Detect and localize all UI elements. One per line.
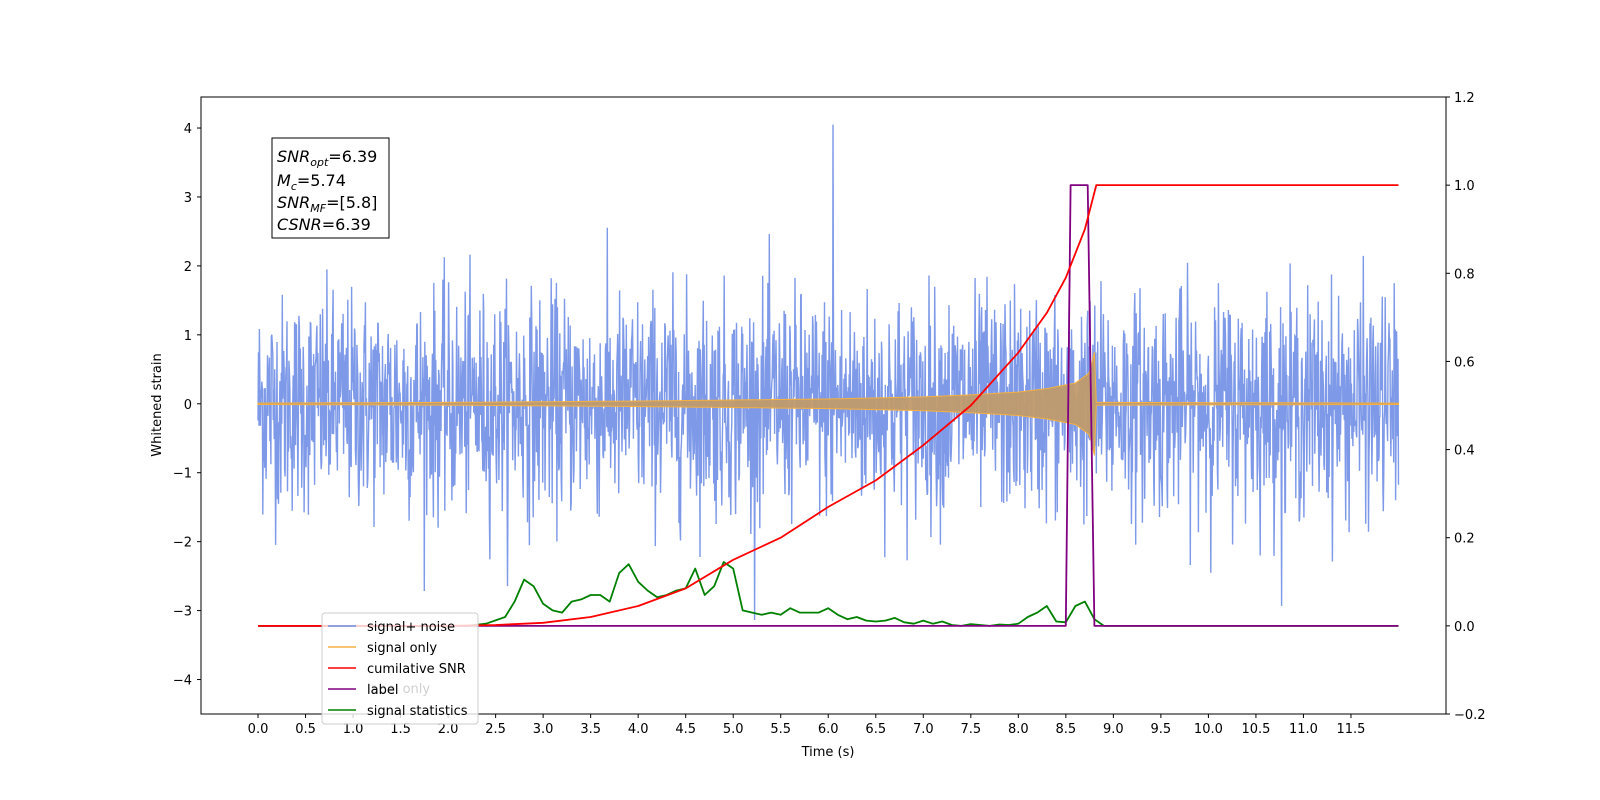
x-tick-label: 10.0	[1194, 722, 1223, 737]
signal-only-line	[257, 351, 1399, 456]
legend-entry-label: label	[328, 683, 398, 698]
legend-entry-signal-noise: signal+ noise	[328, 620, 455, 635]
x-tick-label: 5.0	[723, 722, 744, 737]
y-tick-label: 2	[184, 260, 192, 275]
x-tick-label: 4.5	[675, 722, 696, 737]
info-mc-sub: c	[291, 180, 297, 193]
legend-frame	[321, 612, 479, 725]
legend-label-label: label	[367, 683, 398, 698]
info-csnr-value: =6.39	[322, 215, 371, 234]
y2-tick-label: 0.0	[1454, 620, 1475, 635]
signal-statistics-line	[258, 561, 1399, 627]
info-mc-value: =5.74	[297, 171, 346, 190]
info-snr-opt-sub: opt	[310, 156, 329, 169]
y2-tick-label: 0.6	[1454, 355, 1475, 370]
info-snr-opt: SNRopt=6.39	[277, 147, 377, 169]
legend-label-signal-only: signal only	[367, 641, 437, 656]
info-csnr: CSNR=6.39	[277, 215, 371, 234]
x-tick-label: 6.5	[865, 722, 886, 737]
legend: label only signal+ noise signal only cum…	[321, 612, 479, 725]
x-tick-label: 6.0	[818, 722, 839, 737]
x-axis-label: Time (s)	[801, 745, 855, 760]
legend-label-signal-noise: signal+ noise	[367, 620, 455, 635]
label-line	[258, 184, 1399, 627]
plot-area	[257, 124, 1400, 627]
y-tick-label: −3	[173, 605, 192, 620]
info-csnr-base: CSNR	[277, 215, 322, 234]
info-mc-base: M	[277, 171, 291, 190]
x-tick-label: 5.5	[770, 722, 791, 737]
x-tick-label: 4.0	[628, 722, 649, 737]
y2-tick-label: 0.2	[1454, 532, 1475, 547]
x-tick-label: 8.0	[1008, 722, 1029, 737]
y-tick-label: 1	[184, 329, 192, 344]
x-tick-label: 11.0	[1289, 722, 1318, 737]
y-tick-label: −2	[173, 536, 192, 551]
y-tick-label: −1	[173, 467, 192, 482]
info-box: SNRopt=6.39 Mc=5.74 SNRMF=[5.8] CSNR=6.3…	[271, 137, 390, 239]
axes: 0.0 0.5 1.0 1.5 2.0 2.5 3.0 3.5 4.0 4.5 5.0 5.5 6.0 6…	[173, 91, 1486, 737]
x-tick-label: 9.0	[1103, 722, 1124, 737]
info-mc: Mc=5.74	[277, 171, 346, 193]
x-tick-label: 3.5	[580, 722, 601, 737]
info-snr-mf-sub: MF	[310, 202, 326, 215]
x-tick-label: 0.0	[248, 722, 269, 737]
x-tick-label: 10.5	[1241, 722, 1270, 737]
legend-entry-signal-statistics: signal statistics	[328, 704, 468, 719]
x-tick-label: 8.5	[1056, 722, 1077, 737]
y2-tick-label: 1.0	[1454, 179, 1475, 194]
y2-tick-label: 0.4	[1454, 444, 1475, 459]
y-tick-label: 0	[184, 398, 192, 413]
info-box-frame	[271, 137, 390, 239]
y-tick-label: 4	[184, 122, 192, 137]
x-tick-label: 2.5	[485, 722, 506, 737]
info-snr-opt-value: =6.39	[328, 147, 377, 166]
info-snr-mf-value: =[5.8]	[326, 193, 377, 212]
x-tick-label: 0.5	[295, 722, 316, 737]
legend-label-signal-statistics: signal statistics	[367, 704, 468, 719]
x-tick-label: 1.0	[343, 722, 364, 737]
info-snr-mf-base: SNR	[277, 193, 310, 212]
cumulative-snr-line	[258, 184, 1399, 627]
y2-tick-label: 0.8	[1454, 267, 1475, 282]
legend-entry-cumulative-snr: cumilative SNR	[328, 662, 466, 677]
x-tick-label: 11.5	[1336, 722, 1365, 737]
y2-tick-label: 1.2	[1454, 91, 1475, 106]
x-tick-label: 7.0	[913, 722, 934, 737]
signal-noise-line	[257, 124, 1400, 621]
legend-label-cumulative-snr: cumilative SNR	[367, 662, 466, 677]
x-tick-label: 2.0	[438, 722, 459, 737]
x-tick-label: 9.5	[1151, 722, 1172, 737]
info-snr-opt-base: SNR	[277, 147, 310, 166]
y2-tick-label: −0.2	[1454, 708, 1486, 723]
legend-hidden-text: label only	[367, 682, 430, 697]
y-axis-label: Whitened strain	[150, 353, 165, 456]
x-tick-label: 3.0	[533, 722, 554, 737]
y-tick-label: 3	[184, 191, 192, 206]
x-tick-label: 1.5	[390, 722, 411, 737]
x-tick-label: 7.5	[960, 722, 981, 737]
axes-frame	[200, 96, 1447, 715]
info-snr-mf: SNRMF=[5.8]	[277, 193, 377, 215]
legend-entry-signal-only: signal only	[328, 641, 437, 656]
y-tick-label: −4	[173, 674, 192, 689]
